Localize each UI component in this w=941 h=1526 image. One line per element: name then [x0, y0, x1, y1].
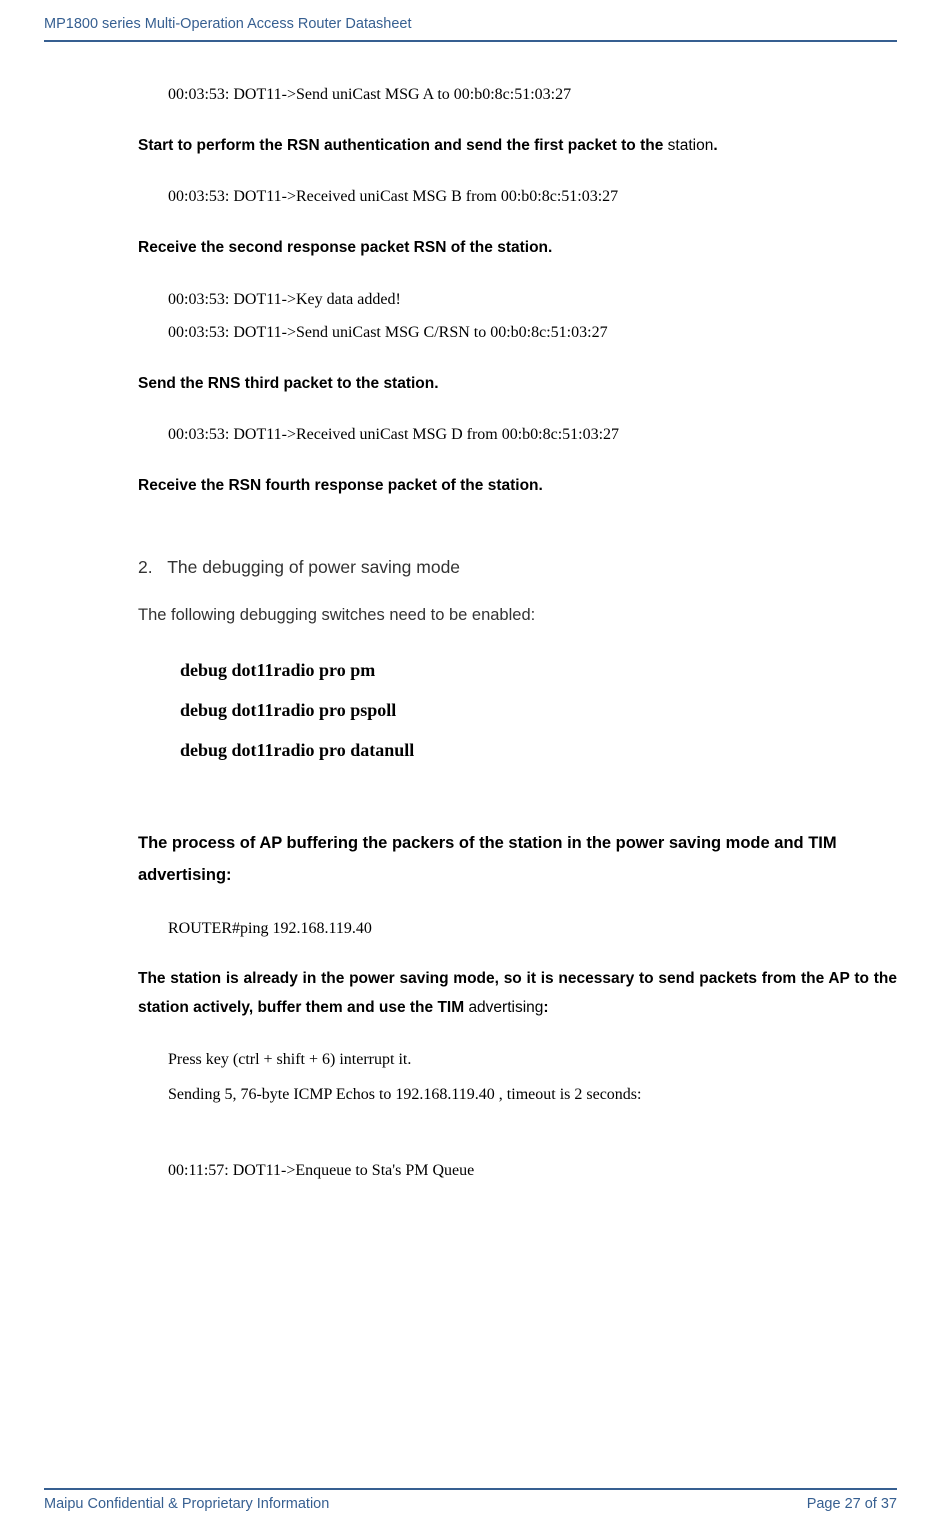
command-line: debug dot11radio pro pm: [180, 653, 897, 687]
log-line: Press key (ctrl + shift + 6) interrupt i…: [168, 1047, 897, 1073]
log-line: 00:03:53: DOT11->Received uniCast MSG B …: [168, 184, 897, 210]
footer-divider: [44, 1488, 897, 1490]
description-paragraph: Start to perform the RSN authentication …: [138, 132, 897, 161]
para-normal: advertising: [468, 999, 543, 1016]
description-paragraph: Send the RNS third packet to the station…: [138, 370, 897, 399]
command-line: debug dot11radio pro datanull: [180, 733, 897, 767]
section-title: The debugging of power saving mode: [167, 557, 460, 577]
para-normal: station: [668, 137, 714, 154]
description-paragraph: Receive the second response packet RSN o…: [138, 234, 897, 263]
log-line: 00:11:57: DOT11->Enqueue to Sta's PM Que…: [168, 1158, 897, 1184]
command-line: debug dot11radio pro pspoll: [180, 693, 897, 727]
description-paragraph: The station is already in the power savi…: [138, 965, 897, 1022]
footer-right-text: Page 27 of 37: [807, 1496, 897, 1512]
log-line: 00:03:53: DOT11->Send uniCast MSG A to 0…: [168, 82, 897, 108]
log-line: ROUTER#ping 192.168.119.40: [168, 916, 897, 942]
log-line: Sending 5, 76-byte ICMP Echos to 192.168…: [168, 1082, 897, 1108]
log-line: 00:03:53: DOT11->Received uniCast MSG D …: [168, 422, 897, 448]
content-area: 00:03:53: DOT11->Send uniCast MSG A to 0…: [44, 82, 897, 1183]
footer: Maipu Confidential & Proprietary Informa…: [44, 1488, 897, 1512]
header-divider: [44, 40, 897, 42]
bold-subtitle: The process of AP buffering the packers …: [138, 827, 897, 891]
description-paragraph: Receive the RSN fourth response packet o…: [138, 472, 897, 501]
section-number: 2.: [138, 557, 153, 577]
footer-left-text: Maipu Confidential & Proprietary Informa…: [44, 1496, 329, 1512]
header-title: MP1800 series Multi-Operation Access Rou…: [44, 16, 897, 32]
section-heading: 2. The debugging of power saving mode: [138, 557, 897, 578]
para-bold: Start to perform the RSN authentication …: [138, 137, 668, 154]
para-bold-end: :: [543, 999, 548, 1016]
log-line: 00:03:53: DOT11->Key data added!: [168, 287, 897, 313]
section-subtitle: The following debugging switches need to…: [138, 606, 897, 625]
para-bold-end: .: [713, 137, 717, 154]
log-line: 00:03:53: DOT11->Send uniCast MSG C/RSN …: [168, 320, 897, 346]
